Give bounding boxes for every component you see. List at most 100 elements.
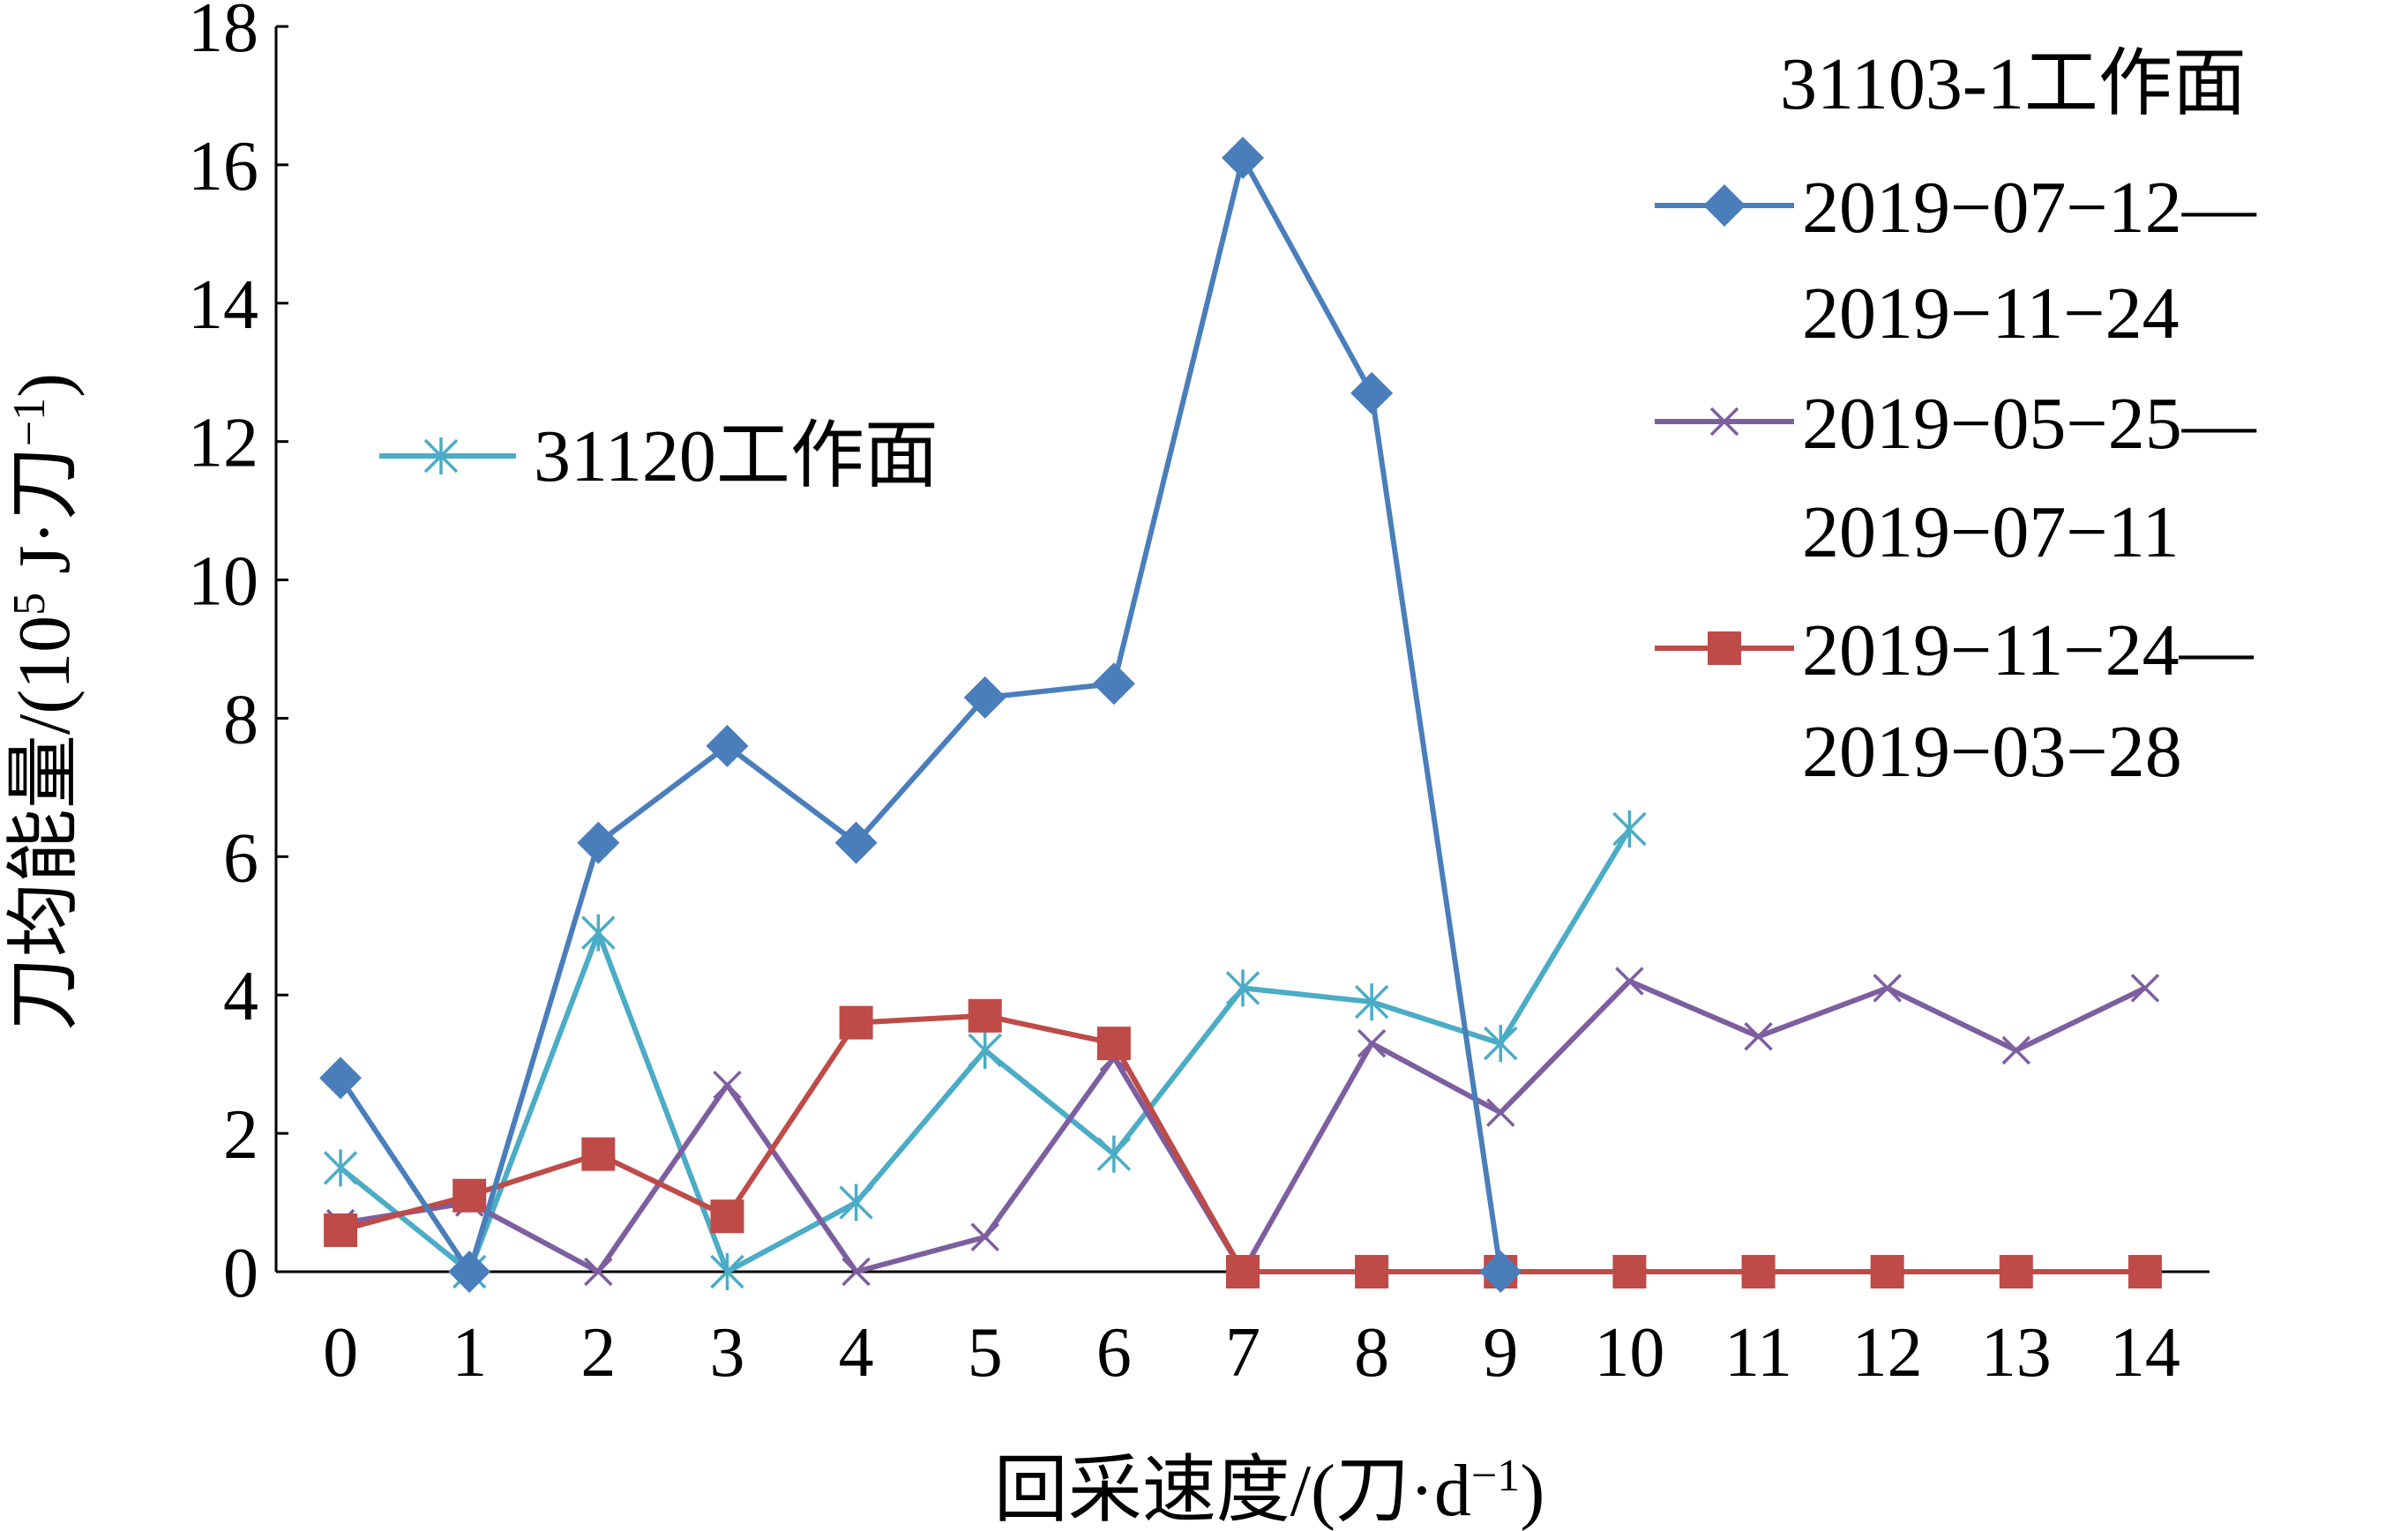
y-tick-label: 4: [223, 958, 258, 1035]
series-2-point: [2130, 974, 2160, 1003]
series-2-line: [340, 978, 2147, 1274]
series-1-line: [338, 155, 1504, 1274]
x-tick-label: 14: [2110, 1314, 2180, 1392]
x-tick-label: 11: [1724, 1314, 1792, 1392]
legend-31120-label: 31120工作面: [534, 415, 939, 497]
legend: 31103-1工作面 2019−07−12— 2019−11−24 2019−0…: [379, 43, 2257, 793]
legend-swatches: [379, 184, 1794, 665]
x-tick-label: 2: [580, 1314, 616, 1392]
y-axis-title-close: ): [4, 373, 86, 398]
x-tick-label: 3: [709, 1314, 744, 1392]
series-3-point: [1355, 1255, 1389, 1288]
legend-entry-2-line-2: 2019−07−11: [1802, 491, 2180, 573]
y-tick-label: 8: [223, 681, 258, 758]
x-axis-title: 回采速度/(刀·d−1): [994, 1450, 1545, 1531]
legend-entry-2-swatch-marker: [1709, 407, 1739, 437]
series-2-point: [713, 1070, 742, 1100]
series-4-point: [1225, 969, 1260, 1007]
legend-31120-swatch-marker: [423, 437, 459, 474]
series-1-point: [834, 821, 878, 864]
y-tick-label: 0: [223, 1235, 258, 1312]
y-tick-label: 16: [188, 128, 258, 205]
x-axis-title-main: 回采速度/(刀·d: [994, 1450, 1471, 1531]
series-4-point: [1484, 1025, 1518, 1063]
series-4-point: [1354, 983, 1389, 1021]
x-tick-label: 0: [323, 1314, 358, 1392]
legend-entry-1-line-2: 2019−11−24: [1802, 273, 2180, 355]
series-4: [323, 810, 1647, 1290]
series-1-point: [1222, 137, 1264, 180]
legend-entry-1-swatch-marker: [1703, 184, 1746, 227]
x-tick-label: 12: [1852, 1314, 1923, 1392]
series-1: [319, 137, 1522, 1293]
legend-entry-3-line-2: 2019−03−28: [1802, 711, 2182, 793]
series-2-point: [2001, 1035, 2031, 1065]
series-3-point: [1226, 1255, 1260, 1288]
series-3-point: [581, 1137, 616, 1171]
series-2-point: [841, 1257, 871, 1287]
series-3-point: [2128, 1255, 2162, 1288]
x-tick-label: 1: [452, 1314, 487, 1392]
legend-group-title: 31103-1工作面: [1780, 43, 2247, 125]
series-1-point: [1092, 662, 1135, 706]
y-axis-title-mid: J·刀: [4, 446, 86, 593]
x-axis-title-superscript: −1: [1471, 1451, 1520, 1501]
x-tick-label: 7: [1225, 1314, 1260, 1392]
series-1-point: [319, 1057, 363, 1100]
y-axis-title-superscript-1: 5: [4, 593, 55, 616]
series-1-point: [448, 1251, 491, 1293]
series-3-point: [452, 1178, 487, 1213]
y-tick-label: 14: [188, 266, 258, 344]
series-2-point: [1486, 1098, 1515, 1127]
series-2: [325, 967, 2160, 1287]
x-tick-label: 8: [1354, 1314, 1389, 1392]
series-4-point: [1612, 810, 1647, 848]
x-tick-label: 10: [1594, 1314, 1664, 1392]
series-3-point: [1870, 1255, 1904, 1288]
x-tick-label: 5: [968, 1314, 1003, 1392]
y-tick-label: 12: [188, 405, 258, 482]
y-axis-title-superscript-2: −1: [4, 398, 55, 446]
legend-entry-3-line-1: 2019−11−24—: [1802, 609, 2255, 691]
series-3-point: [1096, 1027, 1131, 1061]
legend-entry-3-swatch-marker: [1708, 631, 1741, 665]
series-3-point: [1612, 1255, 1647, 1288]
series-1-point: [706, 724, 749, 767]
series-4-point: [1096, 1135, 1132, 1173]
series-1-point: [577, 821, 620, 864]
series-4-point: [839, 1184, 873, 1221]
y-tick-label: 18: [188, 0, 258, 67]
y-tick-label: 6: [223, 819, 258, 897]
series-4-point: [710, 1253, 744, 1290]
legend-entry-1-line-1: 2019−07−12—: [1802, 167, 2257, 249]
series-2-point: [1744, 1022, 1773, 1051]
series-2-point: [1357, 1028, 1387, 1058]
series-3-point: [839, 1005, 873, 1040]
series-2-point: [970, 1222, 999, 1252]
series-4-point: [323, 1149, 358, 1187]
legend-entry-2-line-1: 2019−05−25—: [1802, 383, 2257, 465]
series-4-point: [968, 1031, 1002, 1069]
series-2-point: [584, 1257, 613, 1287]
series-3-point: [1999, 1255, 2033, 1288]
x-axis-title-close: ): [1520, 1450, 1544, 1531]
series-4-point: [581, 914, 616, 952]
series-3-point: [324, 1213, 358, 1247]
y-tick-label: 10: [188, 543, 258, 621]
x-tick-label: 13: [1981, 1314, 2052, 1392]
series-3-point: [1741, 1255, 1776, 1288]
y-axis-title-main: 刀均能量/(10: [4, 616, 86, 1031]
y-tick-label: 2: [223, 1096, 258, 1174]
series-1-point: [1479, 1251, 1522, 1293]
series-layer: [319, 137, 2162, 1293]
x-tick-label: 4: [839, 1314, 874, 1392]
series-1-point: [1350, 371, 1394, 414]
series-3-point: [710, 1199, 744, 1234]
x-tick-label: 6: [1096, 1314, 1132, 1392]
series-3: [324, 998, 2162, 1288]
x-tick-label: 9: [1483, 1314, 1518, 1392]
series-1-point: [963, 676, 1006, 719]
y-axis-title: 刀均能量/(105 J·刀−1): [4, 373, 86, 1031]
